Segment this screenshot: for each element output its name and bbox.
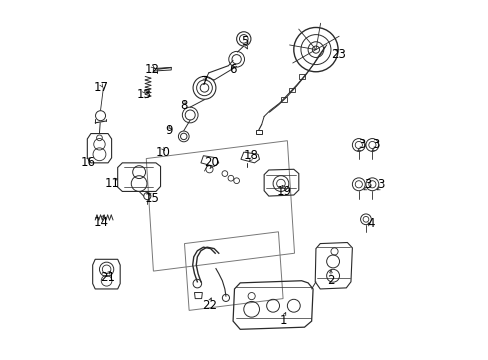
Text: 3: 3 [363, 178, 371, 191]
Text: 13: 13 [136, 89, 151, 102]
Text: 4: 4 [367, 217, 374, 230]
Text: 6: 6 [229, 63, 236, 76]
Text: 19: 19 [276, 185, 291, 198]
Text: 16: 16 [81, 156, 95, 169]
Text: 22: 22 [202, 299, 217, 312]
Text: 3: 3 [377, 178, 384, 191]
Text: 18: 18 [243, 149, 258, 162]
Text: 9: 9 [164, 124, 172, 137]
Text: 3: 3 [357, 139, 365, 152]
Text: 1: 1 [280, 314, 287, 327]
Text: 20: 20 [204, 156, 219, 169]
Text: 2: 2 [326, 274, 334, 287]
Text: 11: 11 [104, 177, 120, 190]
Text: 5: 5 [241, 35, 248, 48]
Text: 17: 17 [93, 81, 108, 94]
Text: 7: 7 [201, 75, 208, 88]
Text: 14: 14 [93, 216, 108, 229]
Text: 23: 23 [330, 48, 345, 61]
Text: 12: 12 [144, 63, 160, 76]
Text: 3: 3 [371, 139, 379, 152]
Text: 21: 21 [101, 271, 115, 284]
Text: 15: 15 [144, 192, 160, 205]
Text: 10: 10 [155, 146, 170, 159]
Text: 8: 8 [180, 99, 187, 112]
